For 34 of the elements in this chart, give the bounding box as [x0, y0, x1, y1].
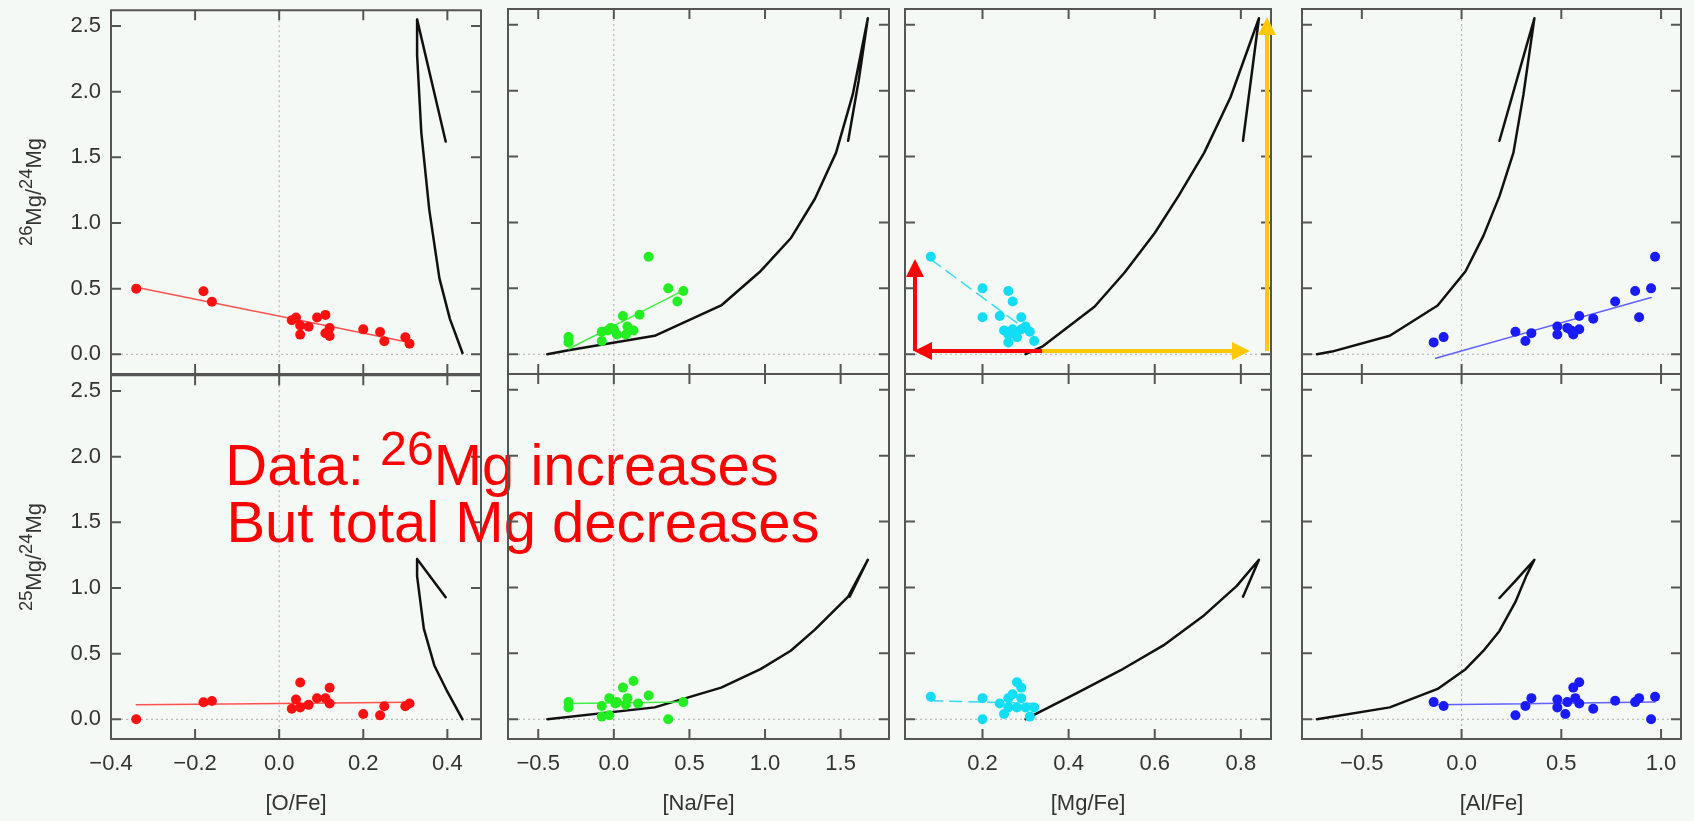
y-tick-label: 2.0	[70, 442, 101, 468]
x-tick-label: 0.0	[1446, 750, 1477, 776]
x-tick-label: 0.2	[967, 750, 998, 776]
x-tick-label: 0.4	[1053, 750, 1084, 776]
x-tick-label: 0.5	[674, 750, 705, 776]
y-tick-label: 2.0	[70, 77, 101, 103]
x-tick-label: −0.5	[1340, 750, 1384, 776]
x-tick-label: −0.2	[173, 750, 217, 776]
x-tick-label: −0.5	[516, 750, 560, 776]
x-tick-label: 0.8	[1225, 750, 1257, 776]
x-tick-label: 0.5	[1546, 750, 1577, 776]
x-axis-title: [Na/Fe]	[662, 789, 735, 815]
x-tick-label: 0.0	[598, 750, 630, 776]
x-axis-title: [O/Fe]	[265, 789, 327, 815]
x-tick-label: 1.0	[1645, 750, 1677, 776]
y-tick-label: 2.5	[70, 377, 101, 403]
x-tick-label: 1.5	[825, 750, 856, 776]
x-axis-title: [Al/Fe]	[1459, 789, 1524, 815]
y-tick-label: 0.0	[70, 340, 101, 366]
x-tick-label: −0.4	[89, 750, 133, 776]
y-tick-label: 0.0	[70, 705, 101, 731]
y-tick-label: 0.5	[70, 639, 101, 665]
y-tick-label: 1.5	[70, 508, 101, 534]
x-tick-label: 0.0	[263, 750, 295, 776]
x-tick-label: 0.2	[347, 750, 379, 776]
x-tick-label: 0.4	[432, 750, 463, 776]
x-tick-label: 1.0	[749, 750, 781, 776]
y-tick-label: 2.5	[70, 12, 101, 38]
y-tick-label: 1.0	[70, 574, 101, 600]
x-axis-title: [Mg/Fe]	[1050, 789, 1126, 815]
x-tick-label: 0.6	[1139, 750, 1171, 776]
y-tick-label: 1.5	[70, 143, 101, 169]
y-tick-label: 0.5	[70, 274, 101, 300]
y-tick-label: 1.0	[70, 209, 101, 235]
